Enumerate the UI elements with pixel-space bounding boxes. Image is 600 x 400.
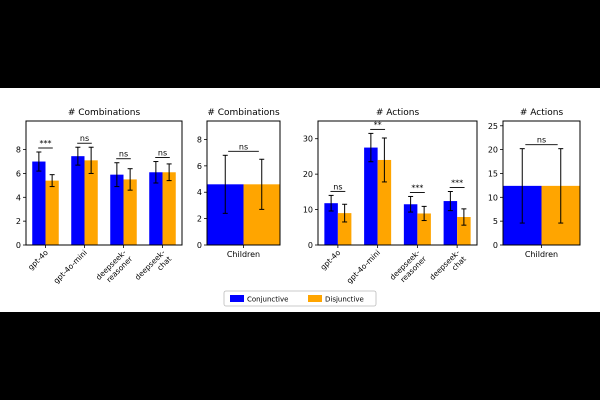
y-tick-label: 10: [488, 193, 498, 202]
y-tick-label: 30: [303, 135, 313, 144]
y-tick-label: 5: [493, 217, 498, 226]
significance-label: ***: [40, 139, 52, 148]
y-tick-label: 2: [16, 217, 21, 226]
figure-panel: # Combinations 0 2 4 6 8 *** gpt-4o ns gpt-4o-min…: [0, 88, 600, 312]
category-label-line: gpt-4o: [319, 248, 343, 272]
significance-label: ***: [451, 179, 463, 188]
y-tick-label: 20: [303, 170, 313, 179]
bar-disjunctive: [162, 172, 176, 245]
y-tick-label: 6: [197, 162, 202, 171]
bar-disjunctive: [337, 213, 352, 245]
y-tick-label: 0: [16, 241, 21, 250]
category-label: gpt-4o-mini: [52, 248, 89, 285]
chart-children-actions: # Actions 0 5 10 15 20 25 ns Children: [488, 108, 581, 259]
category-label: gpt-4o-mini: [345, 248, 382, 285]
bar-disjunctive: [45, 180, 59, 245]
y-tick-label: 8: [197, 135, 202, 144]
y-tick-label: 10: [303, 206, 313, 215]
category-label-line: gpt-4o-mini: [345, 248, 382, 285]
y-tick-label: 0: [308, 241, 313, 250]
significance-label: ns: [333, 182, 342, 191]
y-tick-label: 4: [16, 193, 21, 202]
y-tick-label: 20: [488, 146, 498, 155]
significance-label: ns: [239, 142, 248, 151]
y-tick-label: 6: [16, 169, 21, 178]
category-label: deepseek-reasoner: [388, 247, 429, 288]
category-label-line: gpt-4o-mini: [52, 248, 89, 285]
category-label: deepseek-chat: [428, 248, 468, 288]
chart-llm-combinations: # Combinations 0 2 4 6 8 *** gpt-4o ns gpt-4o-min…: [16, 108, 183, 288]
significance-label: ***: [411, 183, 423, 192]
plot-frame: [25, 120, 183, 246]
bar-conjunctive: [443, 201, 458, 245]
y-tick-label: 25: [488, 122, 498, 131]
legend-swatch-disjunctive: [308, 295, 322, 302]
chart-title: # Actions: [520, 108, 564, 118]
significance-label: **: [374, 120, 382, 129]
chart-llm-actions: # Actions 0 10 20 30 ns gpt-4o ** gpt-4o-mini ***…: [303, 108, 478, 288]
category-label: deepseek-reasoner: [94, 247, 135, 288]
significance-label: ns: [537, 136, 546, 145]
bar-conjunctive: [403, 204, 418, 245]
bar-disjunctive: [84, 160, 98, 245]
category-label: Children: [525, 250, 558, 259]
bar-conjunctive: [110, 174, 124, 245]
chart-children-combinations: # Combinations 0 2 4 6 8 ns Children: [197, 108, 281, 259]
plot-frame: [502, 120, 581, 246]
bar-disjunctive: [417, 213, 431, 245]
bar-disjunctive: [123, 179, 137, 245]
category-label: gpt-4o: [319, 248, 343, 272]
category-label: deepseek-chat: [133, 248, 173, 288]
legend-label-conjunctive: Conjunctive: [247, 296, 288, 304]
category-label: gpt-4o: [26, 248, 50, 272]
significance-label: ns: [158, 149, 167, 158]
legend: Conjunctive Disjunctive: [223, 290, 377, 307]
bar-conjunctive: [149, 172, 163, 245]
significance-label: ns: [119, 150, 128, 159]
y-tick-label: 2: [197, 215, 202, 224]
chart-title: # Actions: [376, 108, 420, 118]
y-tick-label: 0: [197, 241, 202, 250]
bar-conjunctive: [71, 156, 85, 245]
category-label: Children: [227, 250, 260, 259]
y-tick-label: 15: [488, 169, 498, 178]
y-tick-label: 0: [493, 241, 498, 250]
legend-label-disjunctive: Disjunctive: [325, 296, 364, 304]
plot-frame: [317, 120, 478, 246]
bar-disjunctive: [457, 217, 471, 245]
bar-disjunctive: [377, 159, 392, 245]
chart-title: # Combinations: [207, 108, 280, 118]
y-tick-label: 4: [197, 188, 202, 197]
bar-conjunctive: [324, 203, 338, 245]
significance-label: ns: [80, 134, 89, 143]
plot-frame: [206, 120, 281, 246]
legend-swatch-conjunctive: [230, 295, 244, 302]
chart-figure: # Combinations 0 2 4 6 8 *** gpt-4o ns gpt-4o-min…: [16, 108, 581, 307]
bar-conjunctive: [364, 147, 378, 245]
y-tick-label: 8: [16, 146, 21, 155]
category-label-line: gpt-4o: [26, 248, 50, 272]
legend-box: [223, 290, 377, 307]
bar-conjunctive: [32, 161, 46, 245]
chart-title: # Combinations: [68, 108, 141, 118]
